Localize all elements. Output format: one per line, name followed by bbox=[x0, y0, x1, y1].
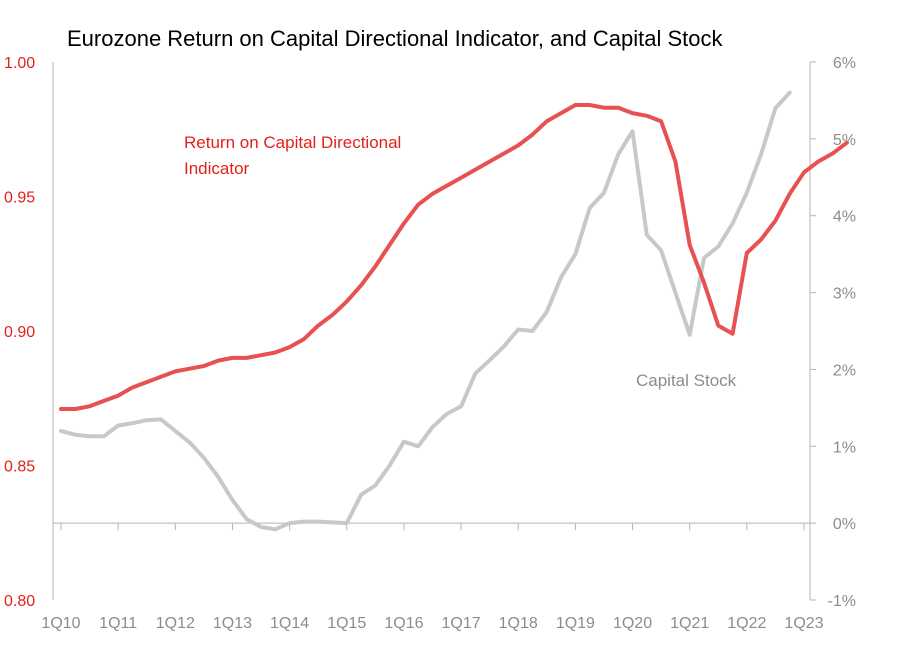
x-tick-label: 1Q10 bbox=[41, 615, 80, 632]
right-tick-label: 2% bbox=[833, 362, 856, 379]
x-tick-label: 1Q16 bbox=[384, 615, 423, 632]
chart-title: Eurozone Return on Capital Directional I… bbox=[67, 26, 723, 51]
x-tick-label: 1Q18 bbox=[499, 615, 538, 632]
right-tick-label: 5% bbox=[833, 132, 856, 149]
right-tick-label: -1% bbox=[828, 593, 856, 610]
right-tick-label: 0% bbox=[833, 516, 856, 533]
x-axis-ticks: 1Q10 1Q11 1Q12 1Q13 1Q14 1Q15 1Q16 1Q17 1Q18 1Q19… bbox=[41, 523, 824, 632]
x-tick-label: 1Q14 bbox=[270, 615, 309, 632]
x-tick-label: 1Q21 bbox=[670, 615, 709, 632]
x-tick-label: 1Q19 bbox=[556, 615, 595, 632]
x-tick-label: 1Q15 bbox=[327, 615, 366, 632]
left-tick-label: 1.00 bbox=[4, 55, 35, 72]
left-tick-label: 0.80 bbox=[4, 593, 35, 610]
x-tick-label: 1Q22 bbox=[727, 615, 766, 632]
left-axis-tick-labels: 1.00 0.95 0.90 0.85 0.80 bbox=[4, 55, 35, 610]
right-tick-label: 1% bbox=[833, 439, 856, 456]
x-tick-label: 1Q23 bbox=[784, 615, 823, 632]
left-tick-label: 0.95 bbox=[4, 190, 35, 207]
series-label-return-on-capital: Return on Capital Directional Indicator bbox=[184, 133, 406, 178]
right-tick-label: 3% bbox=[833, 286, 856, 303]
right-tick-label: 6% bbox=[833, 55, 856, 72]
right-tick-label: 4% bbox=[833, 209, 856, 226]
series-line-return-on-capital bbox=[59, 103, 849, 411]
series-line-capital-stock bbox=[59, 90, 792, 532]
series-label-capital-stock: Capital Stock bbox=[636, 371, 737, 390]
x-tick-label: 1Q11 bbox=[99, 615, 137, 632]
left-tick-label: 0.90 bbox=[4, 324, 35, 341]
x-tick-label: 1Q20 bbox=[613, 615, 652, 632]
right-axis-tick-marks bbox=[810, 61, 816, 601]
right-axis-tick-labels: 6% 5% 4% 3% 2% 1% 0% -1% bbox=[828, 55, 856, 610]
x-tick-label: 1Q13 bbox=[213, 615, 252, 632]
x-tick-label: 1Q17 bbox=[442, 615, 481, 632]
series-label-line: Capital Stock bbox=[636, 371, 737, 390]
series-label-line: Indicator bbox=[184, 159, 250, 178]
series-label-line: Return on Capital Directional bbox=[184, 133, 401, 152]
x-tick-label: 1Q12 bbox=[156, 615, 195, 632]
left-tick-label: 0.85 bbox=[4, 459, 35, 476]
